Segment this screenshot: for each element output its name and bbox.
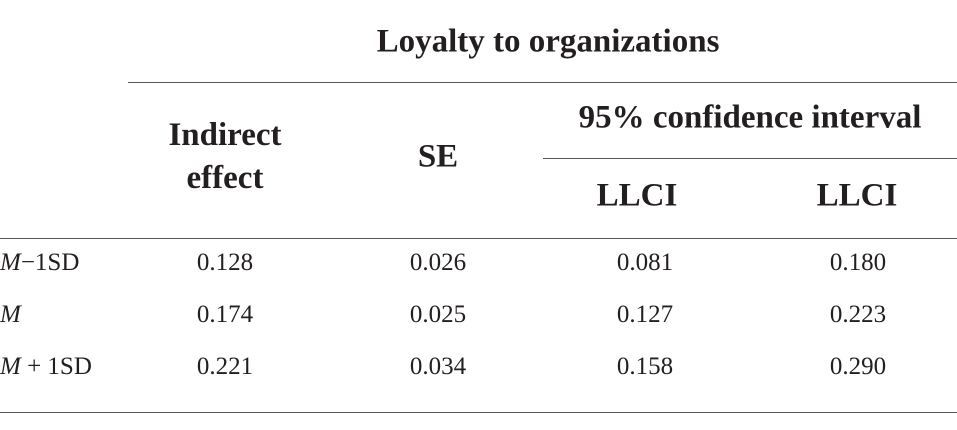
group-header: Loyalty to organizations	[376, 23, 720, 60]
cell: 0.026	[409, 249, 467, 276]
cell: 0.223	[829, 301, 887, 328]
group-header: 95% confidence interval	[578, 99, 922, 136]
header-line: Indirect	[168, 117, 282, 153]
rule	[543, 158, 957, 159]
cell: 0.290	[829, 353, 887, 380]
row-label-symbol: M	[0, 353, 21, 380]
cell: 0.221	[196, 353, 254, 380]
column-header: LLCI	[816, 177, 898, 214]
rule	[128, 82, 957, 83]
cell: 0.128	[196, 249, 254, 276]
row-label-symbol: M	[0, 249, 21, 276]
row-label: M + 1SD	[0, 353, 92, 381]
row-label-symbol: M	[0, 301, 21, 328]
header-line: effect	[186, 160, 264, 196]
cell: 0.174	[196, 301, 254, 328]
cell: 0.025	[409, 301, 467, 328]
rule	[0, 412, 957, 413]
column-header: Indirect effect	[168, 114, 281, 200]
column-header: SE	[417, 138, 459, 175]
cell: 0.081	[616, 249, 674, 276]
cell: 0.158	[616, 353, 674, 380]
cell: 0.180	[829, 249, 887, 276]
row-label-suffix: −1SD	[20, 249, 80, 276]
row-label-suffix: + 1SD	[20, 353, 92, 380]
row-label: M−1SD	[0, 249, 79, 277]
cell: 0.127	[616, 301, 674, 328]
row-label: M	[0, 301, 21, 329]
cell: 0.034	[409, 353, 467, 380]
column-header: LLCI	[596, 177, 678, 214]
rule	[0, 238, 957, 239]
